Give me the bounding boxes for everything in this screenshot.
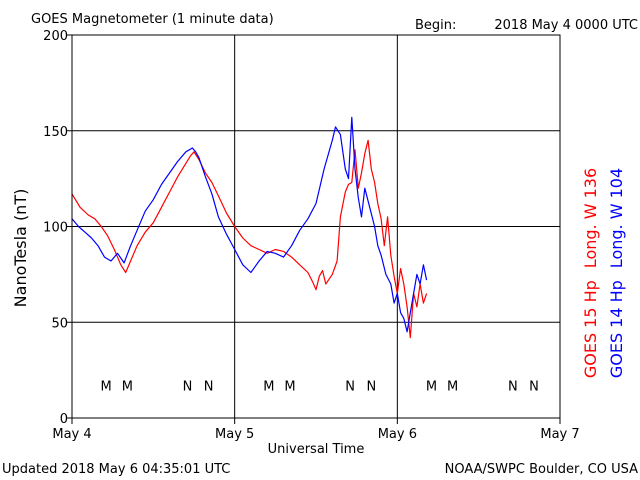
marker-label: M: [263, 379, 274, 394]
marker-label: M: [284, 379, 295, 394]
marker-label: N: [183, 379, 193, 394]
legend-goes14-suffix: Long. W 104: [607, 168, 626, 268]
y-tick-label: 100: [43, 221, 68, 236]
marker-label: M: [447, 379, 458, 394]
begin-value: 2018 May 4 0000 UTC: [494, 18, 638, 33]
marker-label: N: [204, 379, 214, 394]
series-lines: [71, 116, 428, 339]
series-goes14-line: [71, 116, 428, 333]
legend-goes15-prefix: GOES 15 Hp: [581, 280, 600, 378]
marker-label: N: [345, 379, 355, 394]
y-tick-label: 200: [43, 29, 68, 44]
chart-title: GOES Magnetometer (1 minute data): [31, 12, 274, 27]
x-tick-label: May 7: [540, 427, 579, 442]
y-axis-label: NanoTesla (nT): [11, 189, 30, 308]
begin-label: Begin:: [415, 18, 456, 33]
marker-label: M: [426, 379, 437, 394]
x-tick-label: May 4: [52, 427, 91, 442]
grid: [72, 35, 560, 418]
legend-goes15-suffix: Long. W 136: [581, 168, 600, 268]
y-tick-label: 0: [60, 412, 68, 427]
marker-label: M: [122, 379, 133, 394]
marker-label: M: [101, 379, 112, 394]
x-axis-ticks: May 4 May 5 May 6 May 7: [52, 418, 580, 442]
legend-goes14: GOES 14 Hp Long. W 104: [607, 168, 626, 378]
marker-label: N: [366, 379, 376, 394]
series-goes15-line: [71, 139, 428, 339]
legend-goes14-prefix: GOES 14 Hp: [607, 280, 626, 378]
footer-source: NOAA/SWPC Boulder, CO USA: [445, 462, 638, 477]
x-axis-label: Universal Time: [268, 442, 365, 457]
y-tick-label: 50: [51, 316, 68, 331]
x-tick-label: May 5: [215, 427, 254, 442]
footer-updated: Updated 2018 May 6 04:35:01 UTC: [2, 462, 230, 477]
x-tick-label: May 6: [378, 427, 417, 442]
legend-goes15: GOES 15 Hp Long. W 136: [581, 168, 600, 378]
marker-label: N: [508, 379, 518, 394]
y-axis-ticks: 0 50 100 150 200: [43, 29, 72, 427]
marker-label: N: [529, 379, 539, 394]
y-tick-label: 150: [43, 125, 68, 140]
